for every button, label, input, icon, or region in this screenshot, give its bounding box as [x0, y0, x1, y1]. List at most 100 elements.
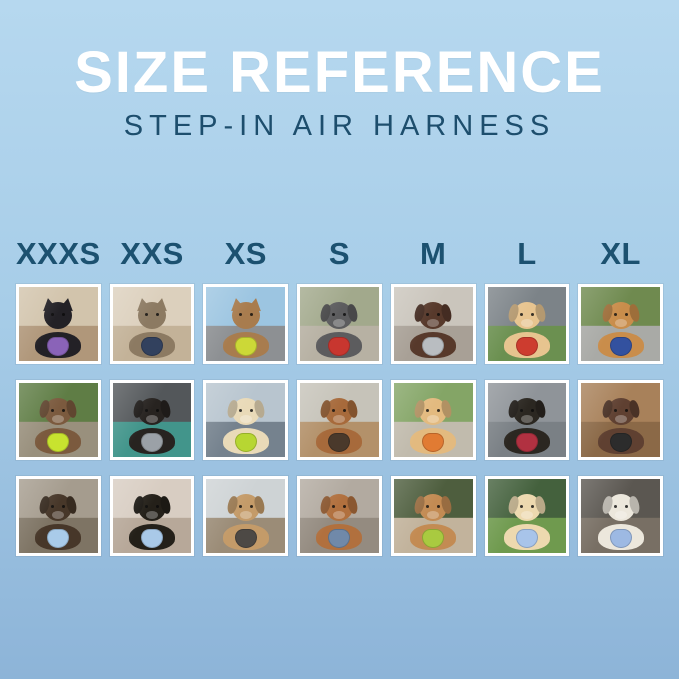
- harness-swatch: [328, 337, 351, 356]
- pet-photo-xxxs-1: [16, 284, 101, 364]
- photo-scene: [19, 383, 98, 457]
- photo-scene: [393, 287, 473, 361]
- size-label-l: L: [517, 236, 537, 271]
- size-labels-row: XXXS XXS XS S M L XL: [0, 237, 679, 271]
- photo-scene: [300, 479, 379, 553]
- harness-swatch: [422, 337, 445, 356]
- dog-illustration: [500, 300, 554, 358]
- size-label-xxxs: XXXS: [16, 236, 101, 271]
- pet-photo-xs-3: [203, 476, 289, 556]
- dog-illustration: [125, 492, 179, 550]
- harness-swatch: [515, 433, 538, 452]
- harness-swatch: [609, 529, 632, 548]
- size-label-xs: XS: [224, 236, 267, 271]
- pet-photo-xxs-3: [109, 476, 195, 556]
- photo-scene: [487, 383, 567, 457]
- size-label-xl: XL: [600, 236, 641, 271]
- photo-scene: [206, 383, 286, 457]
- photo-scene: [112, 287, 192, 361]
- harness-swatch: [47, 529, 70, 548]
- dog-illustration: [594, 396, 648, 454]
- dog-illustration: [219, 492, 273, 550]
- photo-scene: [581, 383, 660, 457]
- dog-illustration: [406, 300, 460, 358]
- dog-illustration: [125, 396, 179, 454]
- harness-swatch: [141, 337, 164, 356]
- dog-illustration: [500, 492, 554, 550]
- cat-illustration: [219, 296, 273, 358]
- photo-scene: [487, 479, 567, 553]
- dog-illustration: [594, 300, 648, 358]
- photo-scene: [112, 383, 192, 457]
- photo-scene: [206, 287, 286, 361]
- dog-illustration: [312, 396, 366, 454]
- size-label-m: M: [420, 236, 447, 271]
- harness-swatch: [234, 433, 257, 452]
- page-subtitle: STEP-IN AIR HARNESS: [123, 110, 556, 142]
- pet-photo-l-3: [484, 476, 570, 556]
- pet-photo-xl-1: [578, 284, 663, 364]
- dog-illustration: [31, 492, 85, 550]
- dog-illustration: [594, 492, 648, 550]
- photo-scene: [300, 287, 379, 361]
- photo-scene: [393, 383, 473, 457]
- pet-photo-xs-2: [203, 380, 289, 460]
- dog-illustration: [312, 492, 366, 550]
- photo-scene: [300, 383, 379, 457]
- pet-head: [44, 302, 73, 329]
- cat-illustration: [125, 296, 179, 358]
- pet-photo-xl-2: [578, 380, 663, 460]
- harness-swatch: [328, 433, 351, 452]
- harness-swatch: [234, 337, 257, 356]
- photo-scene: [581, 287, 660, 361]
- pet-photo-xxs-1: [109, 284, 195, 364]
- pet-photo-l-1: [484, 284, 570, 364]
- pet-photo-l-2: [484, 380, 570, 460]
- photo-scene: [112, 479, 192, 553]
- dog-illustration: [406, 492, 460, 550]
- pet-photo-m-2: [390, 380, 476, 460]
- photo-scene: [393, 479, 473, 553]
- cat-illustration: [31, 296, 85, 358]
- pet-head: [231, 302, 260, 329]
- photo-scene: [581, 479, 660, 553]
- pet-photo-s-2: [297, 380, 382, 460]
- pet-photo-s-1: [297, 284, 382, 364]
- pet-photo-s-3: [297, 476, 382, 556]
- harness-swatch: [328, 529, 351, 548]
- pet-photo-xxxs-3: [16, 476, 101, 556]
- page-title: SIZE REFERENCE: [74, 40, 605, 105]
- harness-swatch: [141, 433, 164, 452]
- photo-scene: [19, 287, 98, 361]
- harness-swatch: [47, 433, 70, 452]
- harness-swatch: [515, 529, 538, 548]
- size-label-s: S: [328, 236, 351, 271]
- harness-swatch: [47, 337, 70, 356]
- size-label-xxs: XXS: [120, 236, 184, 271]
- pet-photo-xxs-2: [109, 380, 195, 460]
- dog-illustration: [500, 396, 554, 454]
- header: SIZE REFERENCE STEP-IN AIR HARNESS: [0, 0, 679, 141]
- pet-photo-xxxs-2: [16, 380, 101, 460]
- harness-swatch: [422, 433, 445, 452]
- dog-illustration: [31, 396, 85, 454]
- harness-swatch: [609, 337, 632, 356]
- harness-swatch: [609, 433, 632, 452]
- photo-grid: [0, 284, 679, 556]
- photo-scene: [206, 479, 286, 553]
- pet-head: [138, 302, 167, 329]
- pet-photo-xs-1: [203, 284, 289, 364]
- pet-photo-m-1: [390, 284, 476, 364]
- dog-illustration: [406, 396, 460, 454]
- photo-scene: [19, 479, 98, 553]
- harness-swatch: [515, 337, 538, 356]
- pet-photo-xl-3: [578, 476, 663, 556]
- photo-scene: [487, 287, 567, 361]
- dog-illustration: [219, 396, 273, 454]
- harness-swatch: [422, 529, 445, 548]
- harness-swatch: [141, 529, 164, 548]
- harness-swatch: [234, 529, 257, 548]
- pet-photo-m-3: [390, 476, 476, 556]
- dog-illustration: [312, 300, 366, 358]
